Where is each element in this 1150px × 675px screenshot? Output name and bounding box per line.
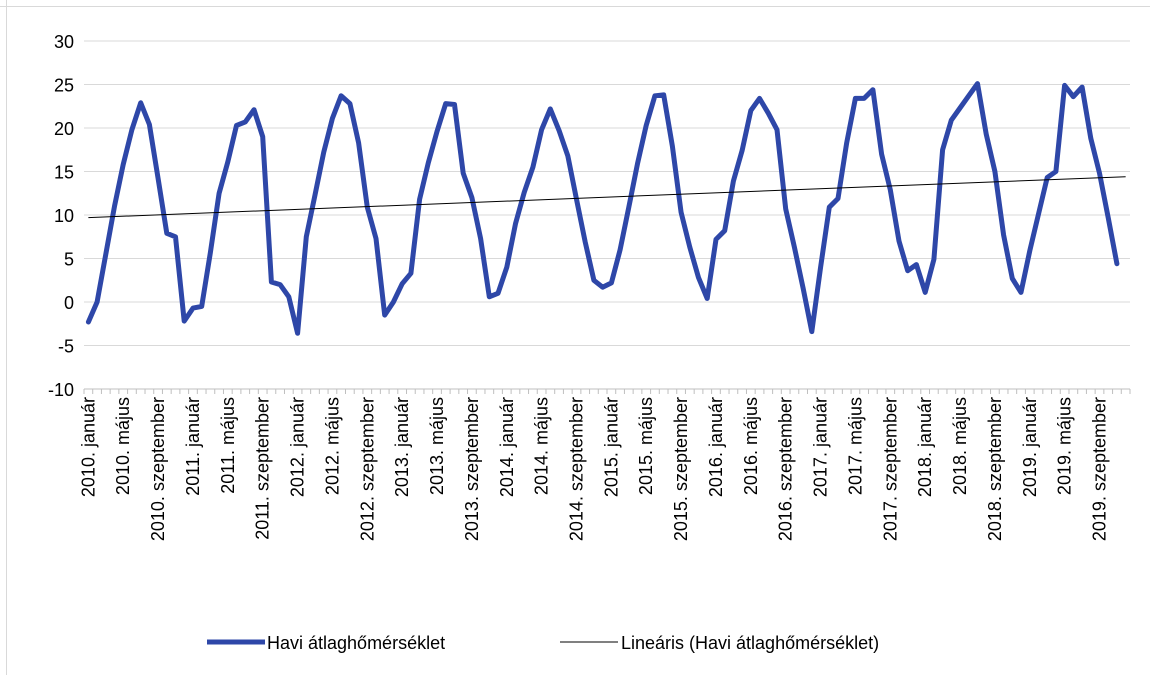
- x-axis-tick-labels: 2010. január 2010. május 2010. szeptember 2…: [78, 397, 1109, 541]
- x-tick-label: 2016. szeptember: [776, 397, 796, 541]
- x-tick-label: 2019. január: [1020, 397, 1040, 497]
- x-tick-label: 2015. május: [636, 397, 656, 495]
- x-tick-label: 2013. január: [392, 397, 412, 497]
- y-tick-label: 15: [54, 163, 74, 183]
- x-tick-label: 2012. szeptember: [357, 397, 377, 541]
- x-tick-label: 2013. május: [427, 397, 447, 495]
- series-line-havi-atlaghomerseklet: [85, 81, 1120, 336]
- x-tick-label: 2018. január: [915, 397, 935, 497]
- x-tick-label: 2016. május: [741, 397, 761, 495]
- y-tick-label: 10: [54, 206, 74, 226]
- y-axis-tick-labels: -10 -5 0 5 10 15 20 25 30: [48, 32, 74, 400]
- x-tick-label: 2011. szeptember: [253, 397, 273, 540]
- y-tick-label: -10: [48, 380, 74, 400]
- legend: Havi átlaghőmérséklet Lineáris (Havi átl…: [207, 633, 879, 653]
- chart-border-left: [6, 0, 7, 675]
- x-tick-label: 2017. május: [845, 397, 865, 495]
- x-tick-label: 2010. szeptember: [148, 397, 168, 541]
- x-tick-label: 2019. szeptember: [1089, 397, 1109, 541]
- x-tick-label: 2014. május: [532, 397, 552, 495]
- x-tick-label: 2010. május: [113, 397, 133, 495]
- y-tick-label: 5: [64, 250, 74, 270]
- x-tick-label: 2010. január: [78, 397, 98, 497]
- x-tick-label: 2014. január: [497, 397, 517, 497]
- x-tick-label: 2011. május: [218, 397, 238, 494]
- series-lines: [85, 81, 1126, 336]
- legend-label-havi-atlaghomerseklet: Havi átlaghőmérséklet: [267, 633, 445, 653]
- x-tick-label: 2018. május: [950, 397, 970, 495]
- x-tick-label: 2018. szeptember: [985, 397, 1005, 541]
- x-tick-label: 2013. szeptember: [462, 397, 482, 541]
- x-tick-label: 2011. január: [183, 397, 203, 496]
- x-tick-label: 2015. január: [601, 397, 621, 497]
- y-tick-label: 25: [54, 76, 74, 96]
- y-tick-label: 20: [54, 119, 74, 139]
- chart-border-top: [0, 6, 1150, 7]
- x-tick-label: 2015. szeptember: [671, 397, 691, 541]
- x-tick-label: 2019. május: [1055, 397, 1075, 495]
- gridlines: [83, 40, 1131, 394]
- y-tick-label: -5: [58, 337, 74, 357]
- x-tick-label: 2012. január: [288, 397, 308, 497]
- legend-label-linearis: Lineáris (Havi átlaghőmérséklet): [621, 633, 879, 653]
- x-tick-label: 2017. január: [811, 397, 831, 497]
- y-tick-label: 30: [54, 32, 74, 52]
- trendline-linearis: [88, 176, 1126, 219]
- y-tick-label: 0: [64, 293, 74, 313]
- x-tick-label: 2014. szeptember: [566, 397, 586, 541]
- x-tick-label: 2016. január: [706, 397, 726, 497]
- x-tick-label: 2017. szeptember: [880, 397, 900, 541]
- x-tick-label: 2012. május: [322, 397, 342, 495]
